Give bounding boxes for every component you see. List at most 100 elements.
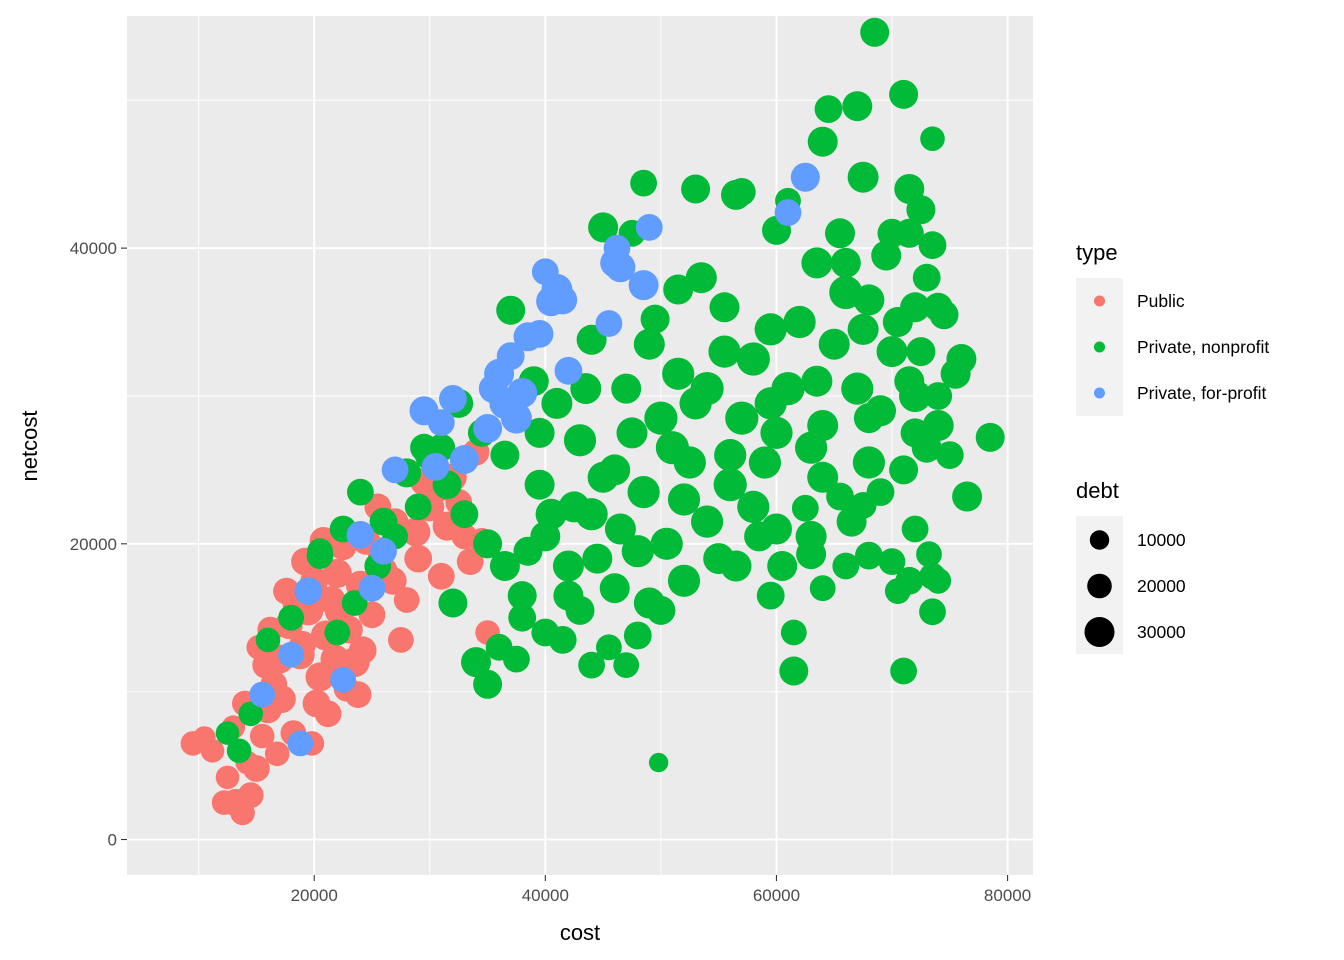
data-point xyxy=(754,387,787,420)
data-point xyxy=(587,461,619,493)
size-legend-title: debt xyxy=(1076,478,1119,503)
y-tick-label: 0 xyxy=(108,831,117,850)
data-point xyxy=(952,481,983,512)
data-point xyxy=(916,541,942,568)
color-legend-key xyxy=(1094,387,1105,399)
data-point xyxy=(807,126,838,157)
data-point xyxy=(814,95,843,123)
data-point xyxy=(449,445,479,474)
data-point xyxy=(588,212,619,243)
x-tick-label: 80000 xyxy=(984,886,1031,905)
data-point xyxy=(393,587,420,613)
data-point xyxy=(238,701,263,727)
data-point xyxy=(388,627,414,653)
data-point xyxy=(855,541,883,570)
data-point xyxy=(720,550,752,582)
data-point xyxy=(438,588,468,618)
data-point xyxy=(264,741,290,767)
data-point xyxy=(450,500,479,529)
data-point xyxy=(644,401,678,435)
data-point xyxy=(524,417,555,448)
data-point xyxy=(473,414,503,443)
data-point xyxy=(381,456,409,484)
x-tick-label: 60000 xyxy=(753,886,800,905)
data-point xyxy=(599,573,630,604)
y-axis-ticks xyxy=(121,247,127,841)
data-point xyxy=(439,385,467,413)
y-tick-label: 20000 xyxy=(70,535,117,554)
data-point xyxy=(627,476,660,509)
data-point xyxy=(320,644,350,674)
data-point xyxy=(791,494,819,522)
data-point xyxy=(744,521,775,552)
data-point xyxy=(681,174,711,204)
data-point xyxy=(667,564,701,597)
data-point xyxy=(630,169,657,197)
data-point xyxy=(211,790,237,815)
data-point xyxy=(790,162,820,192)
data-point xyxy=(691,505,724,538)
data-point xyxy=(818,328,850,360)
data-point xyxy=(226,738,252,764)
data-point xyxy=(215,721,240,745)
data-point xyxy=(249,681,276,708)
data-point xyxy=(646,595,676,625)
data-point xyxy=(552,550,584,582)
data-point xyxy=(860,17,890,47)
data-point xyxy=(919,598,946,626)
size-legend-key xyxy=(1089,530,1110,550)
data-point xyxy=(940,358,971,389)
data-point xyxy=(901,515,929,543)
data-point xyxy=(667,483,701,516)
data-point xyxy=(878,548,906,575)
data-point xyxy=(714,439,747,472)
data-point xyxy=(912,263,941,292)
data-point xyxy=(853,403,884,434)
data-point xyxy=(503,645,530,673)
data-point xyxy=(801,365,833,397)
data-point xyxy=(876,336,908,368)
data-point xyxy=(900,418,930,448)
data-point xyxy=(553,580,584,611)
data-point xyxy=(554,356,583,385)
data-point xyxy=(890,657,917,685)
data-point xyxy=(621,535,654,568)
data-point xyxy=(795,431,828,464)
data-point xyxy=(832,552,860,580)
data-point xyxy=(650,527,683,560)
data-point xyxy=(215,765,240,790)
data-point xyxy=(708,335,741,368)
data-point xyxy=(748,446,782,479)
data-point xyxy=(496,342,525,370)
data-point xyxy=(894,366,925,397)
data-point xyxy=(925,567,952,594)
data-point xyxy=(595,310,623,337)
data-points xyxy=(180,17,1005,826)
data-point xyxy=(852,446,886,479)
data-point xyxy=(570,373,602,405)
data-point xyxy=(268,685,296,713)
data-point xyxy=(341,590,368,616)
data-point xyxy=(830,247,861,278)
data-point xyxy=(605,252,636,283)
data-point xyxy=(404,493,432,521)
data-point xyxy=(736,342,770,376)
data-point xyxy=(877,218,907,248)
data-point xyxy=(237,782,264,809)
data-point xyxy=(889,455,919,485)
data-point xyxy=(548,285,578,315)
size-legend-key xyxy=(1087,573,1112,599)
data-point xyxy=(849,492,877,519)
data-point xyxy=(779,656,809,686)
data-point xyxy=(640,304,670,334)
data-point xyxy=(633,328,665,360)
y-axis-tick-labels: 0 20000 40000 xyxy=(70,239,117,849)
data-point xyxy=(889,79,919,109)
data-point xyxy=(924,382,953,410)
data-point xyxy=(278,604,304,631)
data-point xyxy=(662,357,695,390)
data-point xyxy=(507,378,538,408)
data-point xyxy=(613,652,640,678)
data-point xyxy=(582,543,613,574)
data-point xyxy=(975,422,1005,452)
